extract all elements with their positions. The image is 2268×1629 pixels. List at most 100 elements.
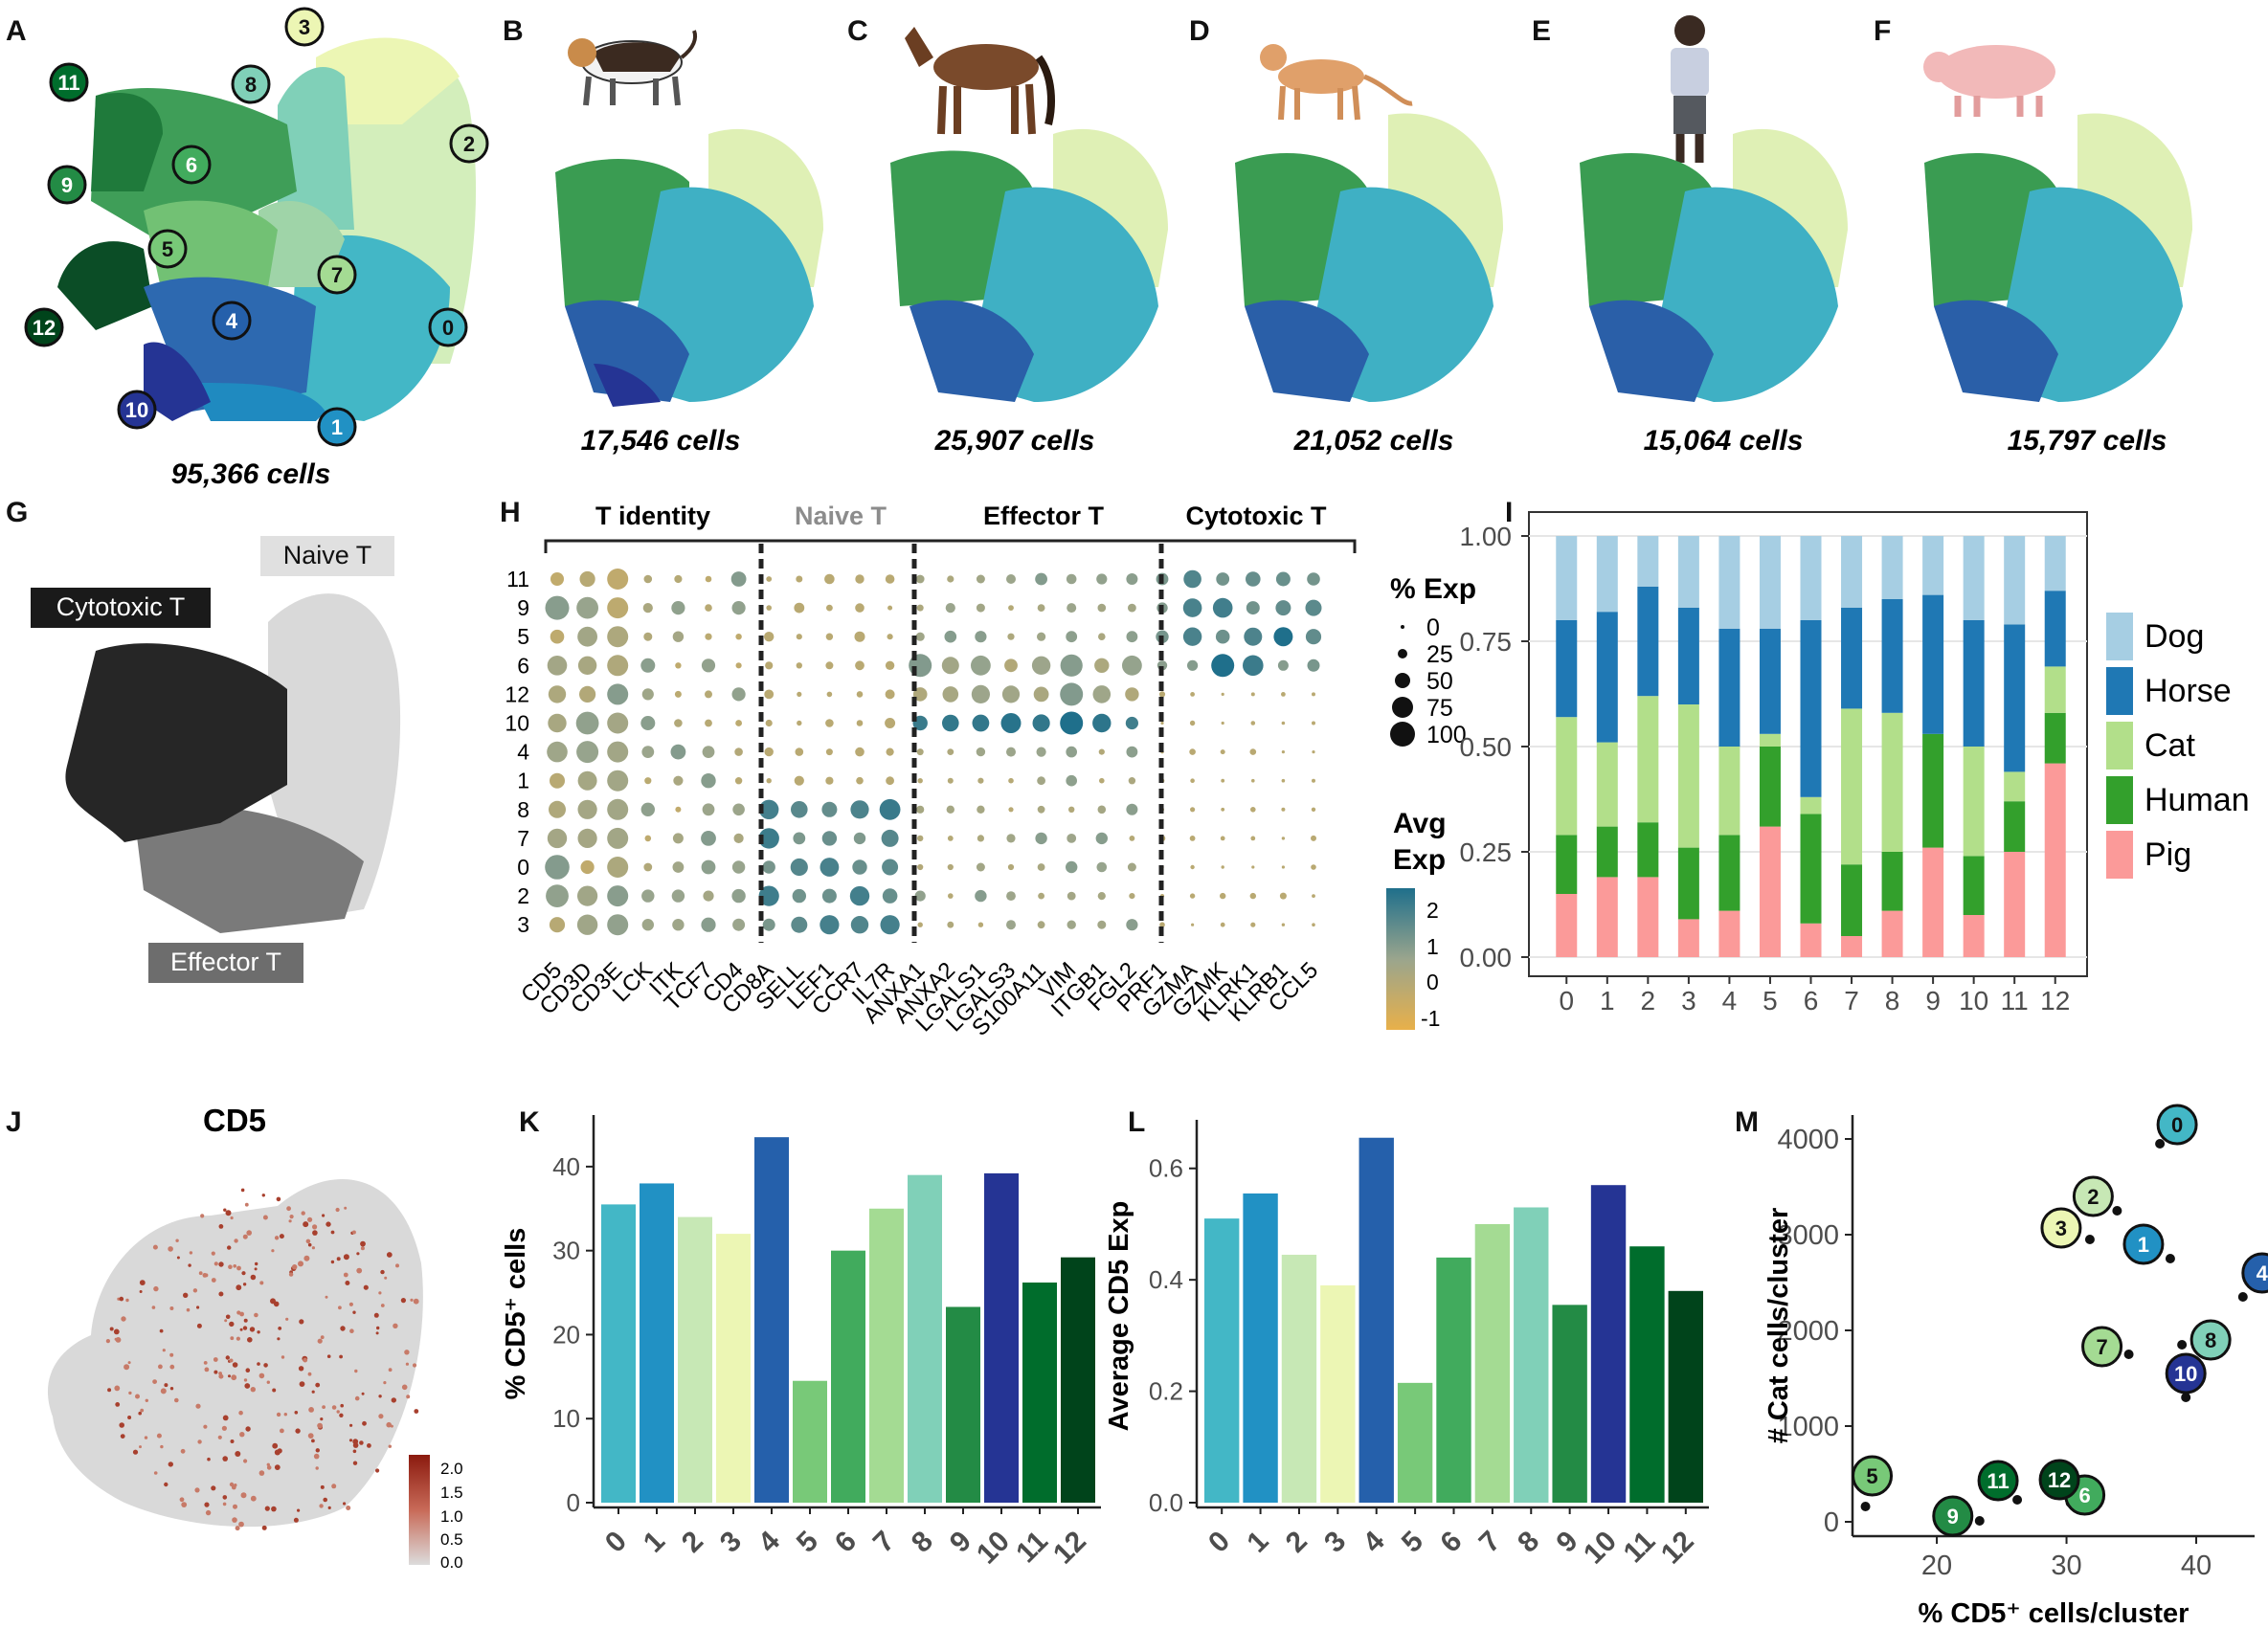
- dot-4-cd3e: [607, 741, 629, 763]
- stacked-bar-panel-i: 0.000.250.500.751.000 1 2 3 4 5 6 7 8 9 10 11 12DogH…: [1460, 511, 2250, 1015]
- feature-plot-panel-j: CD5 2.0 1.5 1.0 0.5 0.0: [47, 1103, 463, 1572]
- dot-9-ccr7: [855, 603, 865, 613]
- scatter-xlabel: % CD5⁺ cells/cluster: [1919, 1598, 2189, 1629]
- barK-xtick-label-2: 2: [676, 1526, 709, 1559]
- dot-12-lck: [641, 688, 654, 701]
- scatter-bubble-0: [2156, 1104, 2198, 1146]
- cd5-speck-224: [255, 1261, 258, 1266]
- cd5-speck-273: [388, 1444, 392, 1448]
- dot-5-ccr7: [854, 631, 865, 642]
- dot-3-ccr7: [850, 916, 869, 934]
- cd5-speck-96: [222, 1415, 229, 1421]
- scatter-point-3: [2084, 1235, 2095, 1244]
- barL-bar-1: [1243, 1193, 1278, 1503]
- cd5-speck-319: [315, 1466, 319, 1470]
- cd5-speck-120: [228, 1374, 231, 1378]
- cd5-speck-282: [280, 1428, 284, 1434]
- stack-bar-12-pig: [2044, 763, 2066, 957]
- stack-bar-10-dog: [1963, 536, 1985, 620]
- cd5-speck-179: [145, 1398, 148, 1403]
- dot-4-tcf7: [702, 746, 715, 758]
- cd5-speck-274: [250, 1274, 257, 1281]
- cd5-speck-137: [152, 1379, 158, 1384]
- cd5-speck-183: [211, 1278, 216, 1283]
- cd5-speck-264: [274, 1464, 281, 1470]
- cd5-speck-300: [339, 1413, 344, 1418]
- cd5-speck-133: [331, 1484, 337, 1489]
- cd5-speck-271: [240, 1492, 247, 1499]
- cd5-speck-221: [238, 1521, 244, 1528]
- effector-t-label-box: [148, 943, 303, 983]
- dot-9-il7r: [887, 605, 893, 611]
- scatter-point-2: [2112, 1206, 2122, 1216]
- cd5-speck-293: [298, 1261, 303, 1267]
- dot-0-itgb1: [1096, 861, 1108, 873]
- dotplot-row-label-8: 8: [517, 797, 529, 822]
- dot-0-cd3d: [580, 859, 595, 875]
- group-header-t-identity: T identity: [595, 502, 710, 530]
- pct-exp-legend-dot-25: [1398, 649, 1407, 658]
- dot-12-ccl5: [1312, 692, 1315, 697]
- scatter-bubble-label-3: 3: [2055, 1216, 2067, 1240]
- dot-9-cd4: [731, 601, 746, 615]
- dot-2-cd4: [731, 888, 746, 904]
- panel-letter-a: A: [6, 15, 27, 47]
- cd5-tick-1.0: 1.0: [440, 1507, 463, 1526]
- dot-10-cd8a: [765, 719, 773, 727]
- cd5-speck-303: [239, 1311, 245, 1317]
- dot-7-ccl5: [1311, 835, 1316, 841]
- barL-ytick-label-0.0: 0.0: [1149, 1488, 1183, 1517]
- pct-exp-legend-label-75: 75: [1426, 695, 1453, 722]
- umap-panel-g: Naive T Cytotoxic T Effector T: [31, 536, 401, 983]
- dotplot-row-label-3: 3: [517, 912, 529, 937]
- dot-9-anxa1: [916, 604, 924, 612]
- dot-7-tcf7: [701, 831, 716, 846]
- dot-3-cd5: [549, 917, 566, 933]
- cd5-umap-shape: [47, 1178, 423, 1528]
- stack-ytick-label-0.50: 0.50: [1460, 732, 1513, 762]
- cluster-bubble-7: [317, 255, 357, 295]
- dot-5-cd3d: [577, 626, 597, 647]
- dot-4-gzmk: [1220, 749, 1225, 755]
- dot-1-vim: [1066, 774, 1077, 787]
- cd5-speck-409: [244, 1383, 251, 1389]
- cd5-speck-109: [125, 1298, 129, 1303]
- dotplot-row-label-10: 10: [505, 711, 529, 736]
- group-header-naive-t: Naive T: [795, 502, 887, 530]
- dot-3-cd8a: [762, 918, 775, 931]
- dotplot-row-label-5: 5: [517, 624, 529, 649]
- scatter-ytick-label-2000: 2000: [1777, 1316, 1839, 1347]
- barL-bar-7: [1474, 1223, 1511, 1503]
- barL-bar-6: [1436, 1257, 1471, 1503]
- stack-bar-0-pig: [1556, 894, 1578, 957]
- stack-bar-10-human: [1963, 856, 1985, 915]
- barL-bar-0: [1204, 1218, 1240, 1503]
- dot-8-cd5: [549, 800, 566, 818]
- cd5-speck-27: [277, 1337, 281, 1341]
- dot-10-prf1: [1160, 721, 1164, 725]
- dot-7-klrk1: [1250, 836, 1256, 841]
- dot-9-cd8a: [766, 605, 772, 611]
- cd5-speck-277: [121, 1316, 126, 1322]
- dot-5-anxa1: [915, 632, 925, 641]
- barL-bar-2: [1281, 1254, 1317, 1503]
- scatter-bubble-label-12: 12: [2048, 1468, 2071, 1492]
- dot-3-lef1: [820, 915, 840, 935]
- stack-bar-12-cat: [2044, 666, 2066, 713]
- cd5-speck-338: [303, 1221, 309, 1228]
- dot-10-vim: [1060, 711, 1084, 735]
- barK-xtick-label-3: 3: [714, 1526, 748, 1559]
- barL-ylabel: Average CD5 Exp: [1104, 1201, 1134, 1432]
- cd5-speck-126: [272, 1388, 277, 1393]
- dot-9-ccl5: [1305, 599, 1322, 616]
- cd5-speck-240: [271, 1506, 277, 1512]
- dot-3-cd3e: [607, 914, 629, 936]
- stack-bar-12-human: [2044, 712, 2066, 764]
- dot-2-ccl5: [1312, 894, 1315, 898]
- barK-bar-7: [869, 1208, 904, 1503]
- pct-exp-legend-dot-75: [1392, 697, 1413, 718]
- dot-12-gzmk: [1221, 692, 1224, 697]
- dot-0-lgals1: [976, 862, 985, 872]
- dot-8-s100a11: [1037, 805, 1045, 814]
